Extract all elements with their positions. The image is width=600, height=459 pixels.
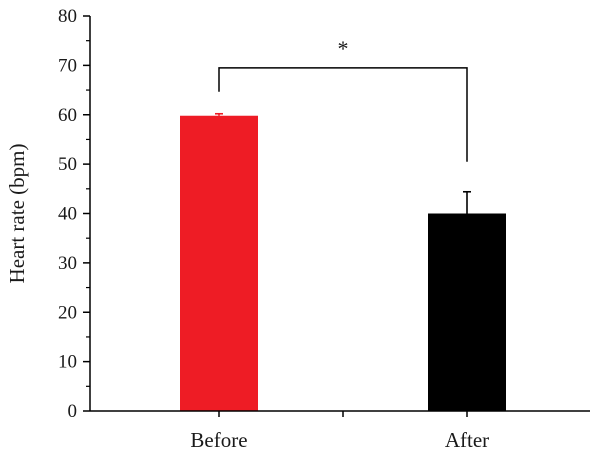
y-tick-label: 10 [58, 352, 77, 373]
y-axis-ticks: 0 10 20 30 40 50 60 70 80 [58, 6, 90, 422]
error-bars-group [215, 112, 471, 214]
y-tick-label: 50 [58, 154, 77, 175]
y-tick-label: 20 [58, 302, 77, 323]
bar-after [428, 213, 506, 411]
x-tick-label: After [445, 428, 489, 452]
y-tick-label: 70 [58, 55, 77, 76]
x-tick-label: Before [190, 428, 247, 452]
significance-star: * [338, 36, 349, 61]
significance-bracket [218, 67, 468, 162]
y-tick-label: 60 [58, 105, 77, 126]
y-tick-label: 40 [58, 204, 77, 225]
bar-before [180, 115, 258, 412]
y-tick-label: 30 [58, 253, 77, 274]
x-axis-labels: Before After [190, 411, 489, 452]
y-tick-label: 80 [58, 6, 77, 27]
bars-group [180, 115, 506, 412]
y-axis-title: Heart rate (bpm) [5, 144, 29, 284]
y-tick-label: 0 [68, 401, 78, 422]
significance-bracket-group: * [218, 36, 468, 162]
